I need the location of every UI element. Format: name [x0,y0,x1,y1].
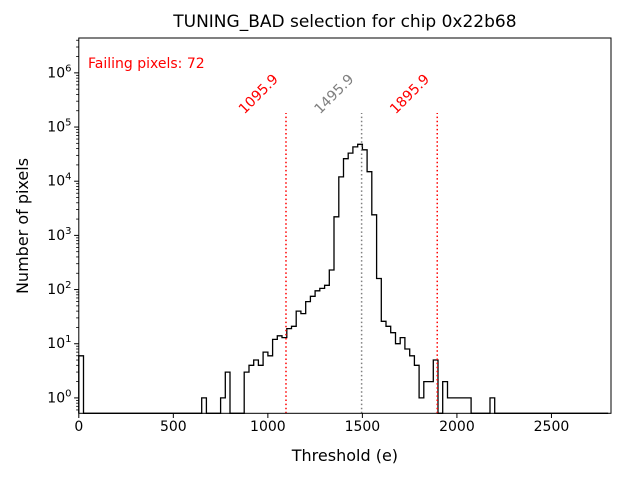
y-tick-exponent: 6 [65,63,71,74]
y-tick-exponent: 0 [65,388,71,399]
x-tick-label: 2500 [534,419,570,435]
axes-layer: 0 500 1000 1500 2000 250010010110210310410510… [47,39,570,435]
x-tick-label: 1000 [250,419,286,435]
y-tick-exponent: 4 [65,172,71,183]
x-tick-label: 2000 [439,419,475,435]
failing-pixels-annotation: Failing pixels: 72 [88,56,205,72]
x-tick-label: 500 [160,419,187,435]
x-tick-label: 1500 [345,419,381,435]
x-axis-label: Threshold (e) [291,446,398,465]
chart-title: TUNING_BAD selection for chip 0x22b68 [172,12,516,32]
y-tick-exponent: 5 [65,118,71,129]
plot-border [78,37,612,414]
y-tick-exponent: 2 [65,280,71,291]
y-axis-label: Number of pixels [13,158,32,294]
y-tick-exponent: 1 [65,334,71,345]
y-tick-exponent: 3 [65,226,71,237]
x-tick-label: 0 [74,419,83,435]
